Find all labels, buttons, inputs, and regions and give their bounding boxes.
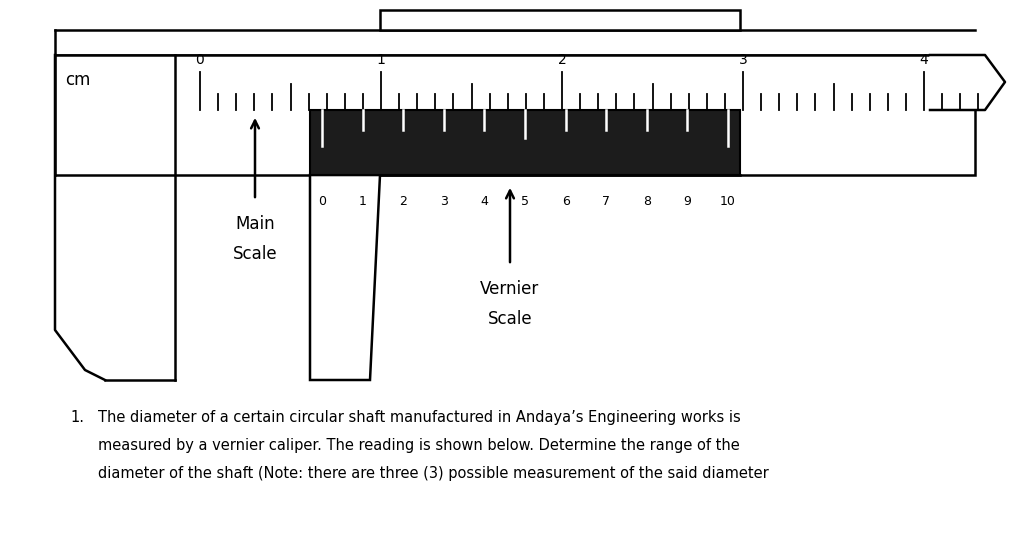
Text: The diameter of a certain circular shaft manufactured in Andaya’s Engineering wo: The diameter of a certain circular shaft… [98, 410, 741, 425]
Text: 5: 5 [521, 195, 529, 208]
Text: 3: 3 [440, 195, 448, 208]
Text: 1.: 1. [70, 410, 84, 425]
Text: cm: cm [65, 71, 91, 89]
Text: 0: 0 [196, 53, 204, 67]
Polygon shape [930, 55, 1005, 110]
Bar [310, 110, 740, 175]
Text: Vernier: Vernier [480, 280, 540, 298]
Text: 4: 4 [481, 195, 488, 208]
Text: 3: 3 [739, 53, 747, 67]
Text: 7: 7 [603, 195, 610, 208]
Text: 2: 2 [399, 195, 408, 208]
Text: 4: 4 [920, 53, 929, 67]
Text: 10: 10 [720, 195, 736, 208]
Text: 1: 1 [377, 53, 385, 67]
Text: 6: 6 [561, 195, 570, 208]
Text: 0: 0 [318, 195, 326, 208]
Text: 2: 2 [557, 53, 567, 67]
Text: diameter of the shaft (Note: there are three (3) possible measurement of the sai: diameter of the shaft (Note: there are t… [98, 466, 769, 481]
Text: measured by a vernier caliper. The reading is shown below. Determine the range o: measured by a vernier caliper. The readi… [98, 438, 740, 453]
Text: 9: 9 [683, 195, 691, 208]
Text: Main: Main [235, 215, 275, 233]
Text: 1: 1 [359, 195, 366, 208]
Text: Scale: Scale [488, 310, 533, 328]
Polygon shape [310, 175, 380, 380]
Text: Scale: Scale [232, 245, 278, 263]
Bar [55, 55, 975, 175]
Text: 8: 8 [643, 195, 651, 208]
Bar [380, 10, 740, 30]
